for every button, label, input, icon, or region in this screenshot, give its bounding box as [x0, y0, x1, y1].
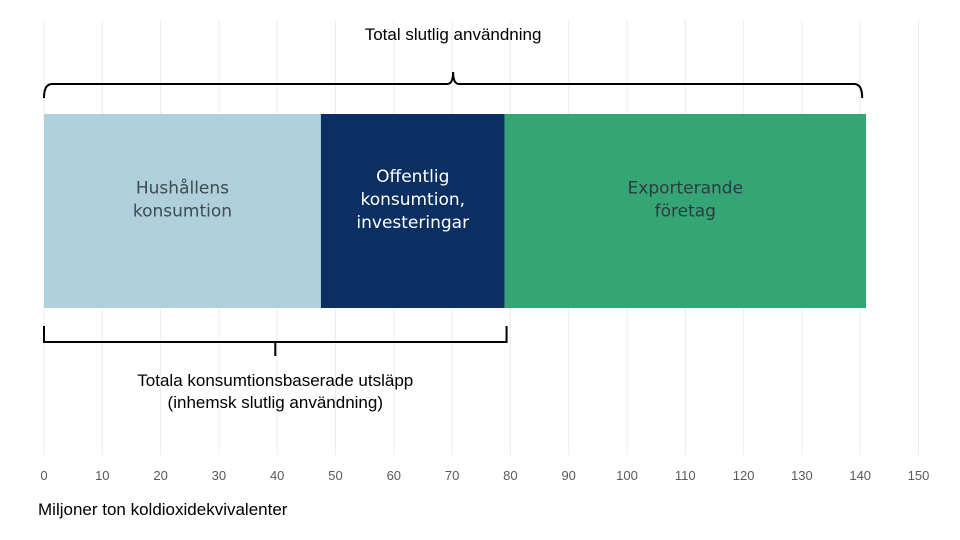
- brace: [43, 71, 864, 99]
- x-axis-title: Miljoner ton koldioxidekvivalenter: [38, 500, 288, 519]
- x-tick-label: 80: [503, 468, 517, 483]
- brace-label: Total slutlig användning: [365, 25, 542, 44]
- bar-segment-label: konsumtion,: [360, 190, 465, 210]
- x-tick-label: 100: [616, 468, 638, 483]
- x-tick-label: 140: [849, 468, 871, 483]
- bar-segment-label: investeringar: [356, 213, 469, 233]
- x-axis-ticks: 0 10 20 30 40 50 60 70 80 90 100 110 120 130 140 150: [40, 468, 929, 483]
- bar-segment: [504, 114, 867, 308]
- x-tick-label: 0: [40, 468, 47, 483]
- bar-segment-label: företag: [655, 202, 716, 222]
- brace-label: Totala konsumtionsbaserade utsläpp: [137, 371, 413, 390]
- x-tick-label: 130: [791, 468, 813, 483]
- x-tick-label: 150: [908, 468, 930, 483]
- x-tick-label: 60: [387, 468, 401, 483]
- x-tick-label: 20: [153, 468, 167, 483]
- bar-segment-label: Exporterande: [628, 179, 744, 199]
- brace-label: (inhemsk slutlig användning): [168, 393, 383, 412]
- bar-segment-label: Hushållens: [136, 178, 229, 199]
- bar-segment: [320, 114, 505, 308]
- x-tick-label: 40: [270, 468, 284, 483]
- braces: Total slutlig användning Totala konsumtio…: [43, 25, 864, 412]
- brace: [43, 326, 508, 356]
- x-tick-label: 50: [328, 468, 342, 483]
- x-tick-label: 110: [675, 468, 696, 483]
- x-tick-label: 120: [733, 468, 755, 483]
- bar-segment: [44, 114, 321, 308]
- x-tick-label: 70: [445, 468, 459, 483]
- bar-segments: Hushållens konsumtion Offentlig konsumtion,…: [44, 114, 867, 308]
- x-tick-label: 90: [561, 468, 575, 483]
- bar-segment-label: konsumtion: [133, 202, 232, 222]
- bar-segment-label: Offentlig: [376, 167, 449, 187]
- x-tick-label: 30: [212, 468, 226, 483]
- x-tick-label: 10: [95, 468, 109, 483]
